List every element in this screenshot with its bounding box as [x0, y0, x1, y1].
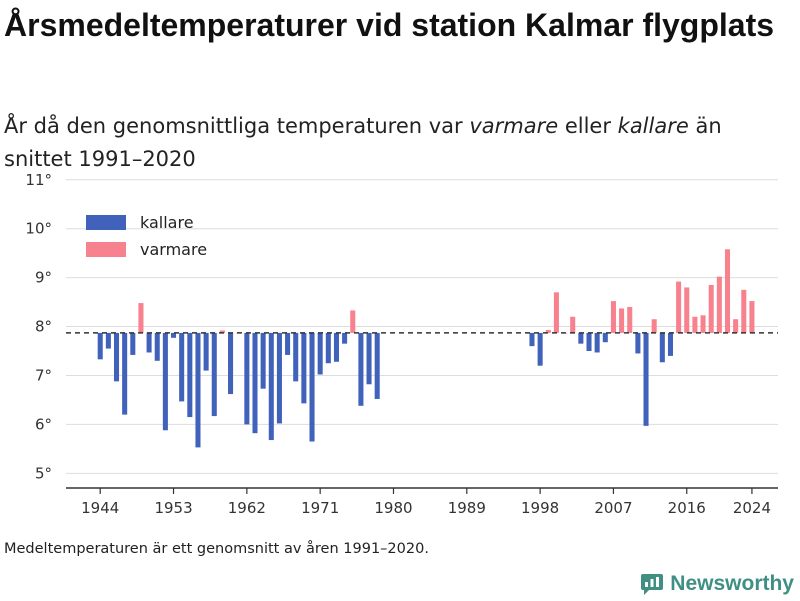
chart-subtitle: År då den genomsnittliga temperaturen va…	[4, 110, 794, 176]
bar-colder	[578, 332, 584, 344]
bar-colder	[195, 332, 201, 448]
bar-warmer	[749, 301, 755, 333]
x-tick-label: 1998	[521, 499, 559, 517]
bar-colder	[171, 332, 177, 338]
bar-colder	[276, 332, 282, 424]
bar-warmer	[138, 303, 144, 333]
bar-colder	[187, 332, 193, 418]
x-tick-label: 1962	[228, 499, 266, 517]
bar-warmer	[733, 319, 739, 333]
bar-warmer	[684, 287, 690, 333]
bar-colder	[113, 332, 120, 382]
bar-warmer	[350, 310, 356, 333]
bar-colder	[635, 332, 641, 354]
bar-colder	[529, 332, 535, 347]
bar-colder	[366, 332, 372, 385]
bar-colder	[162, 332, 168, 431]
y-tick-label: 8°	[35, 318, 52, 336]
legend-swatch-kallare	[86, 215, 126, 230]
bar-warmer	[676, 281, 682, 333]
y-tick-label: 7°	[35, 366, 52, 384]
bar-colder	[309, 332, 315, 442]
bar-colder	[358, 332, 364, 406]
bar-colder	[325, 332, 331, 364]
bar-warmer	[619, 308, 625, 333]
x-tick-label: 2024	[733, 499, 771, 517]
brand: Newsworthy	[640, 567, 794, 601]
bar-colder	[342, 332, 348, 344]
bar-colder	[146, 332, 152, 353]
y-tick-label: 5°	[35, 464, 52, 482]
brand-name: Newsworthy	[670, 572, 794, 595]
bar-colder	[594, 332, 600, 353]
legend-label-varmare: varmare	[140, 240, 207, 259]
x-tick-label: 1989	[448, 499, 486, 517]
x-tick-label: 1944	[81, 499, 119, 517]
x-tick-label: 2016	[668, 499, 706, 517]
bar-colder	[154, 332, 160, 361]
bar-colder	[203, 332, 209, 371]
bar-colder	[252, 332, 258, 434]
y-tick-label: 6°	[35, 415, 52, 433]
bar-colder	[333, 332, 339, 362]
y-tick-label: 10°	[25, 220, 52, 238]
bar-colder	[260, 332, 266, 389]
bar-warmer	[724, 249, 731, 333]
bar-warmer	[553, 292, 559, 333]
temperature-chart: 5° 6° 7° 8° 9° 10° 11° 1944 1953 1962 1971 1980 1989…	[25, 171, 778, 517]
subtitle-warm-word: varmare	[469, 114, 559, 138]
bar-warmer	[545, 329, 551, 333]
bar-warmer	[219, 330, 225, 333]
x-tick-label: 1980	[374, 499, 412, 517]
bar-warmer	[708, 284, 714, 333]
bar-warmer	[741, 289, 747, 333]
bar-colder	[537, 332, 543, 366]
bar-colder	[228, 332, 234, 395]
bar-warmer	[610, 301, 616, 333]
bar-colder	[285, 332, 291, 355]
bar-colder	[667, 332, 673, 356]
bar-colder	[105, 332, 111, 349]
bar-warmer	[692, 316, 698, 333]
legend-label-kallare: kallare	[140, 213, 194, 232]
bar-colder	[293, 332, 299, 382]
bar-colder	[301, 332, 307, 404]
subtitle-after: än snittet 1991–2020	[4, 114, 722, 171]
bar-colder	[317, 332, 323, 375]
y-tick-label: 9°	[35, 269, 52, 287]
chart-title: Årsmedeltemperaturer vid station Kalmar …	[4, 7, 775, 43]
bar-warmer	[651, 319, 657, 333]
footnote: Medeltemperaturen är ett genomsnitt av å…	[4, 541, 429, 557]
bar-warmer	[570, 316, 576, 333]
bar-colder	[659, 332, 665, 363]
bar-warmer	[700, 315, 706, 333]
bar-colder	[244, 332, 250, 425]
bar-colder	[268, 332, 274, 441]
bar-colder	[586, 332, 592, 352]
bar-warmer	[716, 276, 722, 333]
newsworthy-logo-icon	[641, 574, 664, 595]
bar-colder	[122, 332, 128, 415]
x-tick-label: 1953	[154, 499, 192, 517]
bar-colder	[602, 332, 608, 343]
bar-colder	[97, 332, 103, 360]
bar-colder	[179, 332, 185, 402]
bar-colder	[643, 332, 649, 426]
subtitle-cold-word: kallare	[617, 114, 689, 138]
bar-colder	[374, 332, 380, 399]
subtitle-before: År då den genomsnittliga temperaturen va…	[4, 114, 470, 138]
bar-warmer	[627, 306, 633, 333]
y-tick-label: 11°	[25, 171, 52, 189]
x-tick-label: 1971	[301, 499, 339, 517]
bar-colder	[211, 332, 217, 417]
subtitle-middle: eller	[558, 114, 618, 138]
bar-colder	[130, 332, 136, 355]
legend-swatch-varmare	[86, 242, 126, 257]
x-tick-label: 2007	[594, 499, 632, 517]
